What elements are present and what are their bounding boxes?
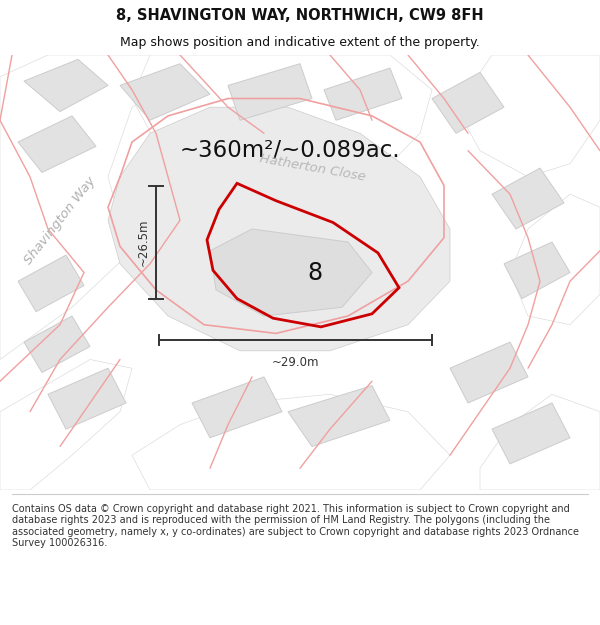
Text: 8, SHAVINGTON WAY, NORTHWICH, CW9 8FH: 8, SHAVINGTON WAY, NORTHWICH, CW9 8FH — [116, 8, 484, 23]
Text: Map shows position and indicative extent of the property.: Map shows position and indicative extent… — [120, 36, 480, 49]
Polygon shape — [0, 55, 192, 359]
Polygon shape — [0, 359, 132, 490]
Polygon shape — [18, 116, 96, 172]
Polygon shape — [24, 316, 90, 372]
Text: ~26.5m: ~26.5m — [136, 218, 149, 266]
Polygon shape — [48, 368, 126, 429]
Polygon shape — [24, 59, 108, 111]
Polygon shape — [132, 394, 450, 490]
Polygon shape — [480, 394, 600, 490]
Text: ~360m²/~0.089ac.: ~360m²/~0.089ac. — [180, 139, 401, 162]
Polygon shape — [288, 386, 390, 446]
Polygon shape — [432, 72, 504, 133]
Text: Hatherton Close: Hatherton Close — [258, 152, 366, 184]
Polygon shape — [132, 55, 432, 194]
Polygon shape — [492, 168, 564, 229]
Polygon shape — [510, 194, 600, 325]
Polygon shape — [450, 342, 528, 403]
Text: ~29.0m: ~29.0m — [272, 356, 319, 369]
Polygon shape — [504, 242, 570, 299]
Text: Contains OS data © Crown copyright and database right 2021. This information is : Contains OS data © Crown copyright and d… — [12, 504, 579, 548]
Polygon shape — [210, 229, 372, 316]
Polygon shape — [192, 377, 282, 438]
Polygon shape — [108, 107, 450, 351]
Polygon shape — [18, 255, 84, 312]
Polygon shape — [492, 403, 570, 464]
Text: Shavington Way: Shavington Way — [22, 174, 98, 267]
Text: 8: 8 — [307, 261, 323, 284]
Polygon shape — [228, 64, 312, 120]
Polygon shape — [324, 68, 402, 120]
Polygon shape — [120, 64, 210, 120]
Polygon shape — [456, 55, 600, 177]
